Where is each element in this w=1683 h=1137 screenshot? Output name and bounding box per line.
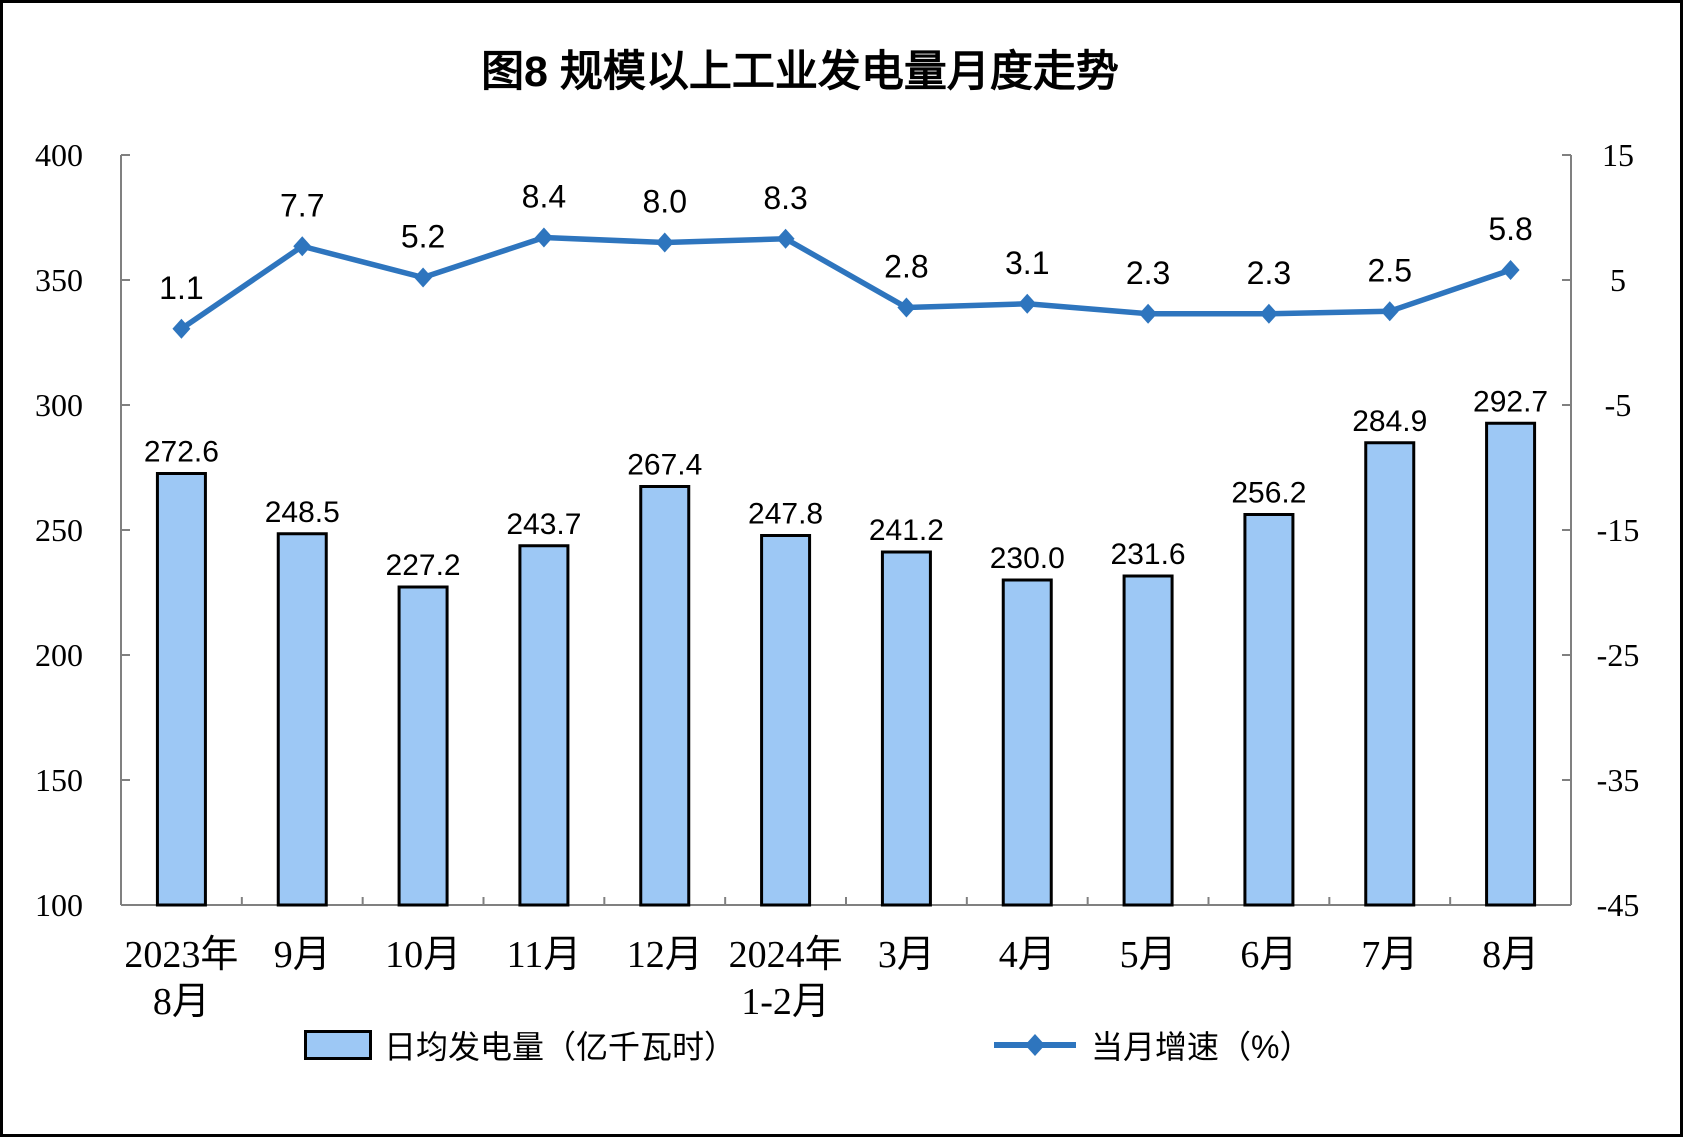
left-axis-tick-label: 250: [35, 512, 83, 548]
bar: [1243, 513, 1295, 907]
bar: [1001, 578, 1053, 907]
line-value-label: 3.1: [1005, 245, 1049, 281]
line-marker-icon: [172, 318, 191, 339]
x-axis-label: 5月: [1120, 934, 1177, 976]
line-marker-icon: [1259, 303, 1278, 324]
legend-line-label: 当月增速（%）: [1091, 1029, 1312, 1065]
line-marker-icon: [1018, 293, 1037, 314]
left-axis-tick-label: 350: [35, 262, 83, 298]
x-axis-label: 8月: [1482, 934, 1539, 976]
line-value-label: 2.5: [1368, 252, 1412, 288]
right-axis-tick-label: -5: [1605, 387, 1632, 423]
legend-bar-label: 日均发电量（亿千瓦时）: [384, 1029, 737, 1065]
line-value-label: 2.3: [1126, 255, 1170, 291]
legend-bar-swatch: [304, 1030, 372, 1060]
bar-value-label: 248.5: [265, 496, 340, 529]
line-marker-icon: [897, 297, 916, 318]
bar: [397, 585, 449, 907]
x-axis-label: 9月: [274, 934, 331, 976]
legend-item-line: 当月增速（%）: [991, 1025, 1311, 1065]
line-marker-icon: [1139, 303, 1158, 324]
bar-value-label: 256.2: [1231, 477, 1306, 510]
bar-value-label: 241.2: [869, 514, 944, 547]
line-value-label: 1.1: [159, 270, 203, 306]
right-axis-tick-label: 15: [1602, 137, 1634, 173]
bar: [518, 544, 570, 907]
x-axis-label: 7月: [1361, 934, 1418, 976]
bar-value-label: 243.7: [506, 508, 581, 541]
x-axis-label: 4月: [999, 934, 1056, 976]
x-axis-label: 8月: [153, 981, 210, 1023]
bar: [639, 485, 691, 907]
line-value-label: 5.2: [401, 219, 445, 255]
line-marker-icon: [1501, 260, 1520, 280]
bar-value-label: 272.6: [144, 436, 219, 469]
bar: [1122, 574, 1174, 907]
x-axis-label: 10月: [385, 934, 461, 976]
x-axis-label: 1-2月: [741, 981, 830, 1023]
x-axis-label: 6月: [1240, 934, 1297, 976]
line-value-label: 2.3: [1247, 255, 1291, 291]
x-axis-label: 2024年: [729, 934, 843, 976]
chart-canvas: 100 150 200 250 300 350 400 -45 -35 -25 -15 -5 5 15 20…: [35, 137, 1640, 1023]
legend-item-bars: 日均发电量（亿千瓦时）: [304, 1025, 736, 1065]
right-axis-tick-label: -45: [1597, 887, 1640, 923]
line-value-label: 5.8: [1488, 211, 1532, 247]
line-marker-icon: [293, 236, 312, 257]
right-axis-tick-label: -25: [1597, 637, 1640, 673]
line-value-label: 2.8: [884, 249, 928, 285]
left-axis-tick-label: 300: [35, 387, 83, 423]
line-value-label: 7.7: [280, 187, 324, 223]
chart-title: 图8 规模以上工业发电量月度走势: [481, 48, 1119, 96]
bar-value-label: 292.7: [1473, 385, 1548, 418]
bar: [1485, 421, 1537, 907]
left-axis-tick-label: 400: [35, 137, 83, 173]
line-marker-icon: [534, 227, 553, 248]
bar-value-label: 230.0: [990, 542, 1065, 575]
line-marker-icon: [776, 228, 795, 249]
line-value-label: 8.3: [763, 180, 807, 216]
line-value-label: 8.0: [643, 184, 687, 220]
bar: [155, 472, 207, 907]
left-axis-tick-label: 150: [35, 762, 83, 798]
line-marker-icon: [414, 267, 433, 288]
line-value-label: 8.4: [522, 179, 566, 215]
bar-value-label: 231.6: [1111, 538, 1186, 571]
line-marker-icon: [1380, 301, 1399, 322]
right-axis-tick-label: -35: [1597, 762, 1640, 798]
bar: [760, 534, 812, 907]
right-axis-tick-label: -15: [1597, 512, 1640, 548]
line-marker-icon: [655, 232, 674, 253]
x-axis-label: 12月: [627, 934, 703, 976]
bar-value-label: 227.2: [386, 549, 461, 582]
bar-value-label: 247.8: [748, 498, 823, 531]
x-axis-label: 2023年: [124, 934, 238, 976]
bar: [1364, 441, 1416, 907]
left-axis-tick-label: 100: [35, 887, 83, 923]
growth-line: [178, 234, 1514, 332]
legend-line-swatch: [994, 1034, 1076, 1056]
bar-value-label: 267.4: [627, 449, 702, 482]
bar: [276, 532, 328, 907]
legend-line-marker-icon: [1025, 1034, 1045, 1056]
x-axis-label: 3月: [878, 934, 935, 976]
bar-value-label: 284.9: [1352, 405, 1427, 438]
left-axis-tick-label: 200: [35, 637, 83, 673]
x-axis-label: 11月: [507, 934, 582, 976]
bar: [880, 550, 932, 907]
right-axis-tick-label: 5: [1610, 262, 1626, 298]
